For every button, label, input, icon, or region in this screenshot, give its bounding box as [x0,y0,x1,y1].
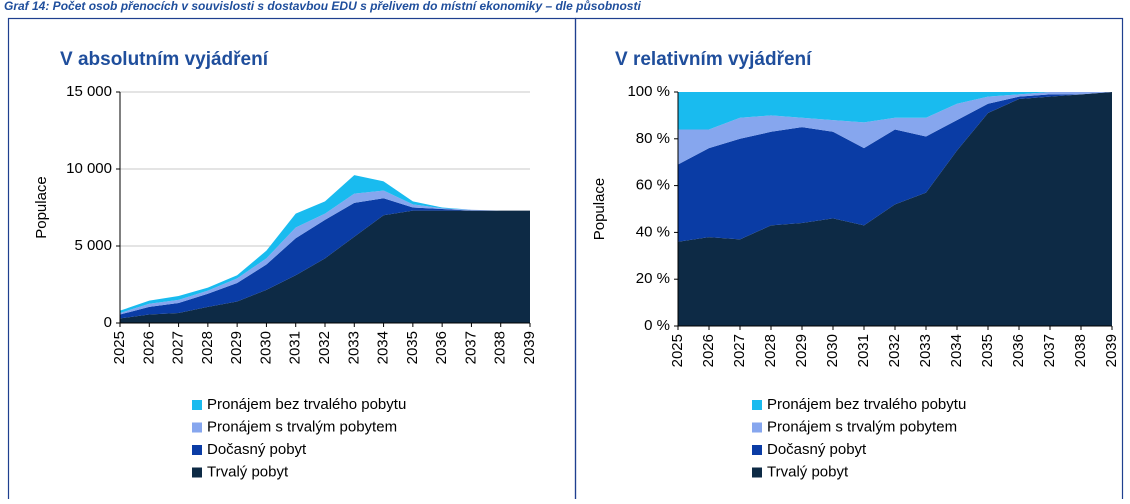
legend-swatch [192,445,202,455]
x-tick-label: 2033 [917,334,934,367]
chart-title: V relativním vyjádření [615,49,812,70]
y-tick-label: 20 % [636,270,670,287]
chart-title: V absolutním vyjádření [60,49,269,70]
x-tick-label: 2030 [824,334,841,367]
legend-label: Trvalý pobyt [767,463,849,480]
y-tick-label: 40 % [636,223,670,240]
legend-swatch [752,445,762,455]
legend-swatch [192,467,202,478]
x-tick-label: 2033 [345,331,362,364]
area [678,92,1112,242]
area [120,175,530,313]
y-tick-label: 10 000 [66,160,112,177]
caption: Graf 14: Počet osob přenocích v souvislo… [4,0,641,13]
x-tick-label: 2032 [316,331,333,364]
x-tick-label: 2029 [228,331,245,364]
y-axis-label: Populace [33,176,50,239]
legend-swatch [752,422,762,433]
area [120,190,530,315]
x-tick-label: 2026 [700,334,717,367]
x-tick-label: 2035 [404,331,421,364]
legend-swatch [752,400,762,410]
area [120,198,530,319]
y-tick-label: 100 % [627,83,670,100]
x-tick-label: 2036 [433,331,450,364]
x-tick-label: 2026 [140,331,157,364]
x-tick-label: 2039 [1103,334,1120,367]
x-tick-label: 2028 [199,331,216,364]
y-tick-label: 15 000 [66,83,112,100]
x-tick-label: 2036 [1010,334,1027,367]
x-tick-label: 2034 [948,334,965,367]
y-axis-label: Populace [591,178,608,241]
x-tick-label: 2037 [462,331,479,364]
x-tick-label: 2025 [669,334,686,367]
legend-label: Dočasný pobyt [767,441,867,458]
legend-swatch [192,400,202,410]
x-tick-label: 2028 [762,334,779,367]
legend-swatch [752,467,762,478]
x-tick-label: 2025 [111,331,128,364]
area [678,92,1112,165]
x-tick-label: 2038 [1072,334,1089,367]
x-tick-label: 2029 [793,334,810,367]
legend-label: Pronájem bez trvalého pobytu [767,396,966,413]
panel-border [574,17,1124,504]
y-tick-label: 0 [104,314,112,331]
y-tick-label: 80 % [636,130,670,147]
legend-label: Pronájem s trvalým pobytem [767,418,957,435]
y-tick-label: 5 000 [74,237,112,254]
x-tick-label: 2034 [375,331,392,364]
x-tick-label: 2039 [521,331,538,364]
area [678,92,1112,326]
y-tick-label: 60 % [636,177,670,194]
x-tick-label: 2031 [855,334,872,367]
y-tick-label: 0 % [644,317,670,334]
legend-swatch [192,422,202,433]
x-tick-label: 2038 [492,331,509,364]
x-tick-label: 2027 [731,334,748,367]
x-tick-label: 2032 [886,334,903,367]
area [678,92,1112,130]
x-tick-label: 2037 [1041,334,1058,367]
legend-label: Pronájem s trvalým pobytem [207,418,397,435]
x-tick-label: 2035 [979,334,996,367]
x-tick-label: 2027 [170,331,187,364]
x-tick-label: 2031 [287,331,304,364]
legend-label: Pronájem bez trvalého pobytu [207,396,406,413]
legend-label: Dočasný pobyt [207,441,307,458]
x-tick-label: 2030 [257,331,274,364]
area [120,210,530,323]
legend-label: Trvalý pobyt [207,463,289,480]
